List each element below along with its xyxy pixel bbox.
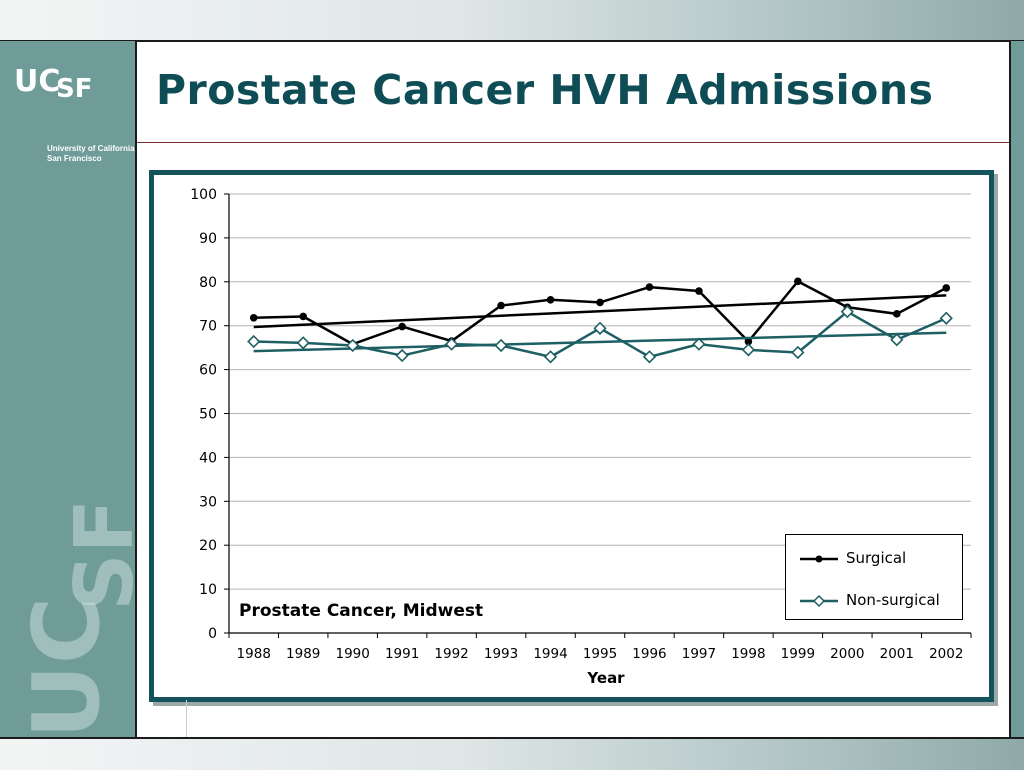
point-surgical-1993 <box>497 301 505 310</box>
point-non-surgical-1997 <box>692 337 706 351</box>
x-tick-label-1996: 1996 <box>632 646 666 662</box>
svg-text:UC: UC <box>14 64 60 99</box>
point-surgical-1998 <box>744 337 753 346</box>
point-non-surgical-1998 <box>741 343 756 357</box>
point-surgical-1988 <box>249 313 258 322</box>
point-non-surgical-1988 <box>247 334 261 349</box>
page-title: Prostate Cancer HVH Admissions <box>156 66 934 114</box>
y-tick-label-0: 0 <box>208 626 217 642</box>
x-tick-label-2002: 2002 <box>929 646 963 662</box>
x-tick-label-1993: 1993 <box>484 646 518 662</box>
sidebar: UC SF University of California San Franc… <box>0 41 137 737</box>
x-tick-label-1992: 1992 <box>434 646 468 662</box>
y-tick-label-100: 100 <box>190 187 217 203</box>
point-non-surgical-2000 <box>840 305 854 319</box>
x-tick-label-2000: 2000 <box>830 646 864 662</box>
point-non-surgical-1995 <box>593 321 607 335</box>
trendline-surgical <box>253 294 947 329</box>
point-surgical-2002 <box>942 284 951 292</box>
point-non-surgical-1992 <box>444 337 459 351</box>
x-tick-label-1997: 1997 <box>682 646 716 662</box>
x-tick-label-1990: 1990 <box>335 646 369 662</box>
x-tick-label-1991: 1991 <box>385 646 419 662</box>
legend-swatch-surgical <box>800 555 838 563</box>
title-divider <box>137 142 1009 143</box>
legend-label-surgical: Surgical <box>846 549 907 567</box>
point-non-surgical-1993 <box>494 338 508 353</box>
point-surgical-1995 <box>596 298 604 307</box>
point-non-surgical-1994 <box>543 350 558 364</box>
point-non-surgical-1991 <box>395 348 409 363</box>
point-surgical-1994 <box>546 295 555 304</box>
point-surgical-1989 <box>299 312 307 321</box>
point-non-surgical-2002 <box>939 311 953 325</box>
top-band <box>0 0 1024 42</box>
ucsf-watermark-logo: UC SF <box>0 461 135 737</box>
right-strip <box>1009 41 1024 737</box>
x-tick-label-1999: 1999 <box>781 646 815 662</box>
point-non-surgical-1996 <box>642 350 657 364</box>
chart-frame: 0 10 20 30 40 50 60 70 80 90 100 1988 1989 1990 1991 19… <box>149 170 994 702</box>
x-tick-label-2001: 2001 <box>880 646 914 662</box>
point-non-surgical-1989 <box>296 336 310 350</box>
x-axis-label: Year <box>587 669 625 687</box>
point-surgical-2001 <box>893 310 901 318</box>
svg-text:SF: SF <box>56 74 93 104</box>
y-tick-label-90: 90 <box>199 231 217 247</box>
y-tick-label-10: 10 <box>199 582 217 598</box>
x-tick-label-1988: 1988 <box>237 646 271 662</box>
svg-text:UC: UC <box>13 597 120 737</box>
y-tick-label-60: 60 <box>199 363 217 379</box>
university-name-line1: University of California <box>47 144 135 153</box>
point-surgical-1991 <box>398 322 406 331</box>
legend-swatch-non-surgical <box>800 594 838 608</box>
point-non-surgical-1999 <box>791 345 805 360</box>
bottom-band <box>0 737 1024 770</box>
legend-label-non-surgical: Non-surgical <box>846 591 940 609</box>
y-tick-label-80: 80 <box>199 275 217 291</box>
guide-line <box>186 700 187 737</box>
x-tick-label-1995: 1995 <box>583 646 617 662</box>
point-surgical-1996 <box>645 283 654 291</box>
chart-legend: Surgical Non-surgical <box>785 534 963 620</box>
legend-item-surgical: Surgical <box>786 547 962 571</box>
point-surgical-1997 <box>695 287 703 295</box>
x-tick-label-1989: 1989 <box>286 646 320 662</box>
y-tick-label-50: 50 <box>199 407 217 423</box>
chart-title: Prostate Cancer, Midwest <box>239 601 484 621</box>
y-tick-label-30: 30 <box>199 494 217 510</box>
ucsf-logo: UC SF <box>14 59 134 129</box>
university-name-line2: San Francisco <box>47 154 102 163</box>
legend-item-non-surgical: Non-surgical <box>786 589 962 613</box>
point-non-surgical-1990 <box>346 338 360 353</box>
y-tick-label-40: 40 <box>199 450 217 466</box>
point-surgical-1999 <box>794 277 802 286</box>
svg-text:SF: SF <box>58 499 135 611</box>
y-tick-label-70: 70 <box>199 319 217 335</box>
x-tick-label-1998: 1998 <box>731 646 765 662</box>
point-non-surgical-2001 <box>890 333 904 347</box>
line-chart: 0 10 20 30 40 50 60 70 80 90 100 1988 1989 1990 1991 19… <box>190 187 972 662</box>
y-tick-label-20: 20 <box>199 538 217 554</box>
x-tick-label-1994: 1994 <box>533 646 567 662</box>
